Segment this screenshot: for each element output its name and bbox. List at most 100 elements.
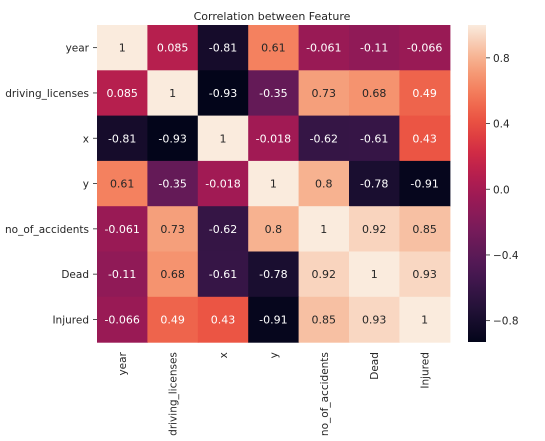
heatmap-cell bbox=[147, 206, 199, 253]
x-tick-label: driving_licenses bbox=[168, 352, 180, 436]
cell-annotation: 0.73 bbox=[312, 87, 337, 100]
cell-annotation: 0.43 bbox=[412, 132, 437, 145]
heatmap-cell bbox=[399, 296, 451, 343]
colorbar-tick-label: −0.4 bbox=[493, 250, 519, 262]
heatmap-cell bbox=[349, 251, 400, 298]
cell-annotation: -0.061 bbox=[306, 42, 341, 55]
cell-annotation: -0.81 bbox=[209, 42, 237, 55]
y-tick-label: no_of_accidents bbox=[5, 224, 89, 236]
x-tick-label: Injured bbox=[420, 352, 432, 389]
x-tick-label: x bbox=[218, 352, 230, 358]
cell-annotation: 0.68 bbox=[362, 87, 387, 100]
cell-annotation: -0.11 bbox=[108, 268, 136, 281]
cell-annotation: 0.85 bbox=[412, 223, 437, 236]
cell-annotation: 0.61 bbox=[261, 42, 286, 55]
colorbar-tick-label: −0.8 bbox=[493, 316, 519, 328]
cell-annotation: 0.8 bbox=[315, 178, 333, 191]
heatmap-cell bbox=[147, 160, 199, 207]
heatmap-cell bbox=[349, 115, 400, 162]
heatmap-cell bbox=[97, 70, 148, 117]
heatmap-cell bbox=[349, 25, 400, 71]
heatmap-annotations: 1 0.085 -0.81 0.61 -0.061 -0.11 -0.066 0.085 1 -0… bbox=[104, 42, 442, 327]
cell-annotation: 0.49 bbox=[160, 313, 185, 326]
x-tick-label: y bbox=[268, 352, 280, 358]
cell-annotation: -0.62 bbox=[209, 223, 237, 236]
heatmap-cell bbox=[298, 296, 350, 343]
cell-annotation: 0.85 bbox=[312, 313, 337, 326]
y-tick-label: year bbox=[66, 43, 90, 55]
cell-annotation: -0.62 bbox=[310, 132, 338, 145]
heatmap-cell bbox=[248, 206, 300, 253]
heatmap-cell bbox=[399, 70, 451, 117]
colorbar-ticks: 0.8 0.4 0.0 −0.4 −0.8 bbox=[486, 53, 519, 328]
heatmap-cell bbox=[248, 251, 300, 298]
heatmap-cell bbox=[197, 296, 249, 343]
cell-annotation: 0.93 bbox=[362, 313, 387, 326]
heatmap-cell bbox=[197, 206, 249, 253]
heatmap-cells bbox=[97, 25, 451, 343]
heatmap-cell bbox=[399, 251, 451, 298]
cell-annotation: -0.91 bbox=[259, 313, 287, 326]
cell-annotation: 0.085 bbox=[106, 87, 138, 100]
heatmap-cell bbox=[248, 25, 300, 71]
cell-annotation: 0.61 bbox=[110, 178, 135, 191]
heatmap-cell bbox=[298, 251, 350, 298]
heatmap-cell bbox=[147, 296, 199, 343]
cell-annotation: 0.92 bbox=[362, 223, 387, 236]
heatmap-cell bbox=[147, 70, 199, 117]
cell-annotation: -0.35 bbox=[259, 87, 287, 100]
heatmap-cell bbox=[298, 206, 350, 253]
cell-annotation: -0.93 bbox=[158, 132, 186, 145]
heatmap-cell bbox=[349, 160, 400, 207]
cell-annotation: 1 bbox=[421, 313, 428, 326]
heatmap-cell bbox=[349, 206, 400, 253]
cell-annotation: -0.61 bbox=[209, 268, 237, 281]
cell-annotation: -0.018 bbox=[205, 178, 240, 191]
cell-annotation: -0.93 bbox=[209, 87, 237, 100]
colorbar bbox=[468, 25, 486, 342]
heatmap-cell bbox=[349, 296, 400, 343]
x-axis-labels: year driving_licenses x y no_of_accidents Dea… bbox=[117, 351, 431, 436]
x-tick-label: no_of_accidents bbox=[319, 352, 331, 436]
heatmap-cell bbox=[298, 115, 350, 162]
cell-annotation: 0.085 bbox=[157, 42, 189, 55]
colorbar-tick-label: 0.8 bbox=[493, 53, 510, 65]
heatmap-cell bbox=[349, 70, 400, 117]
cell-annotation: -0.066 bbox=[104, 313, 139, 326]
heatmap-cell bbox=[399, 115, 451, 162]
heatmap-cell bbox=[197, 25, 249, 71]
cell-annotation: -0.78 bbox=[360, 178, 388, 191]
cell-annotation: 0.43 bbox=[211, 313, 236, 326]
cell-annotation: -0.066 bbox=[407, 42, 442, 55]
cell-annotation: -0.81 bbox=[108, 132, 136, 145]
heatmap-cell bbox=[248, 296, 300, 343]
heatmap-cell bbox=[97, 206, 148, 253]
cell-annotation: -0.11 bbox=[360, 42, 388, 55]
y-tick-label: driving_licenses bbox=[5, 88, 89, 100]
cell-annotation: 0.92 bbox=[312, 268, 337, 281]
heatmap-cell bbox=[298, 70, 350, 117]
y-tick-label: y bbox=[83, 179, 89, 191]
cell-annotation: 1 bbox=[371, 268, 378, 281]
x-tick-label: year bbox=[117, 351, 129, 375]
cell-annotation: -0.91 bbox=[410, 178, 438, 191]
heatmap-cell bbox=[97, 25, 148, 71]
cell-annotation: 1 bbox=[220, 132, 227, 145]
colorbar-tick-label: 0.0 bbox=[493, 184, 510, 196]
cell-annotation: 0.93 bbox=[412, 268, 437, 281]
cell-annotation: -0.018 bbox=[256, 132, 291, 145]
y-tick-label: Dead bbox=[61, 269, 89, 281]
heatmap-cell bbox=[197, 160, 249, 207]
heatmap-cell bbox=[298, 25, 350, 71]
cell-annotation: -0.78 bbox=[259, 268, 287, 281]
cell-annotation: -0.61 bbox=[360, 132, 388, 145]
x-tick-label: Dead bbox=[369, 352, 381, 380]
colorbar-tick-label: 0.4 bbox=[493, 119, 510, 131]
heatmap-cell bbox=[197, 115, 249, 162]
cell-annotation: -0.061 bbox=[104, 223, 139, 236]
heatmap-cell bbox=[197, 70, 249, 117]
cell-annotation: 1 bbox=[119, 42, 126, 55]
heatmap-cell bbox=[97, 296, 148, 343]
